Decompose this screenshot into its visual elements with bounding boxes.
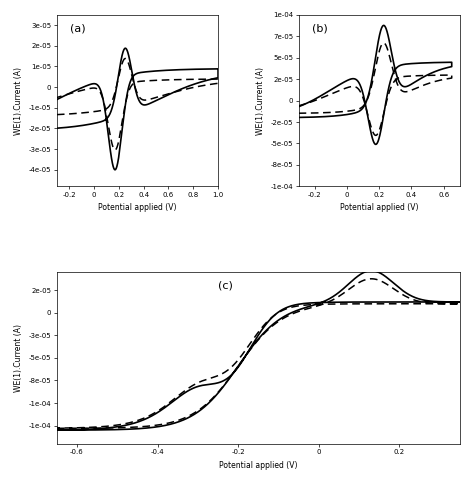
Y-axis label: WE(1).Current (A): WE(1).Current (A) bbox=[14, 324, 23, 392]
X-axis label: Potential applied (V): Potential applied (V) bbox=[219, 461, 298, 470]
X-axis label: Potential applied (V): Potential applied (V) bbox=[340, 204, 419, 212]
Text: (a): (a) bbox=[70, 23, 85, 34]
X-axis label: Potential applied (V): Potential applied (V) bbox=[98, 204, 177, 212]
Y-axis label: WE(1).Current (A): WE(1).Current (A) bbox=[256, 67, 265, 135]
Y-axis label: WE(1).Current (A): WE(1).Current (A) bbox=[14, 67, 23, 135]
Text: (b): (b) bbox=[311, 23, 327, 34]
Text: (c): (c) bbox=[218, 281, 233, 291]
